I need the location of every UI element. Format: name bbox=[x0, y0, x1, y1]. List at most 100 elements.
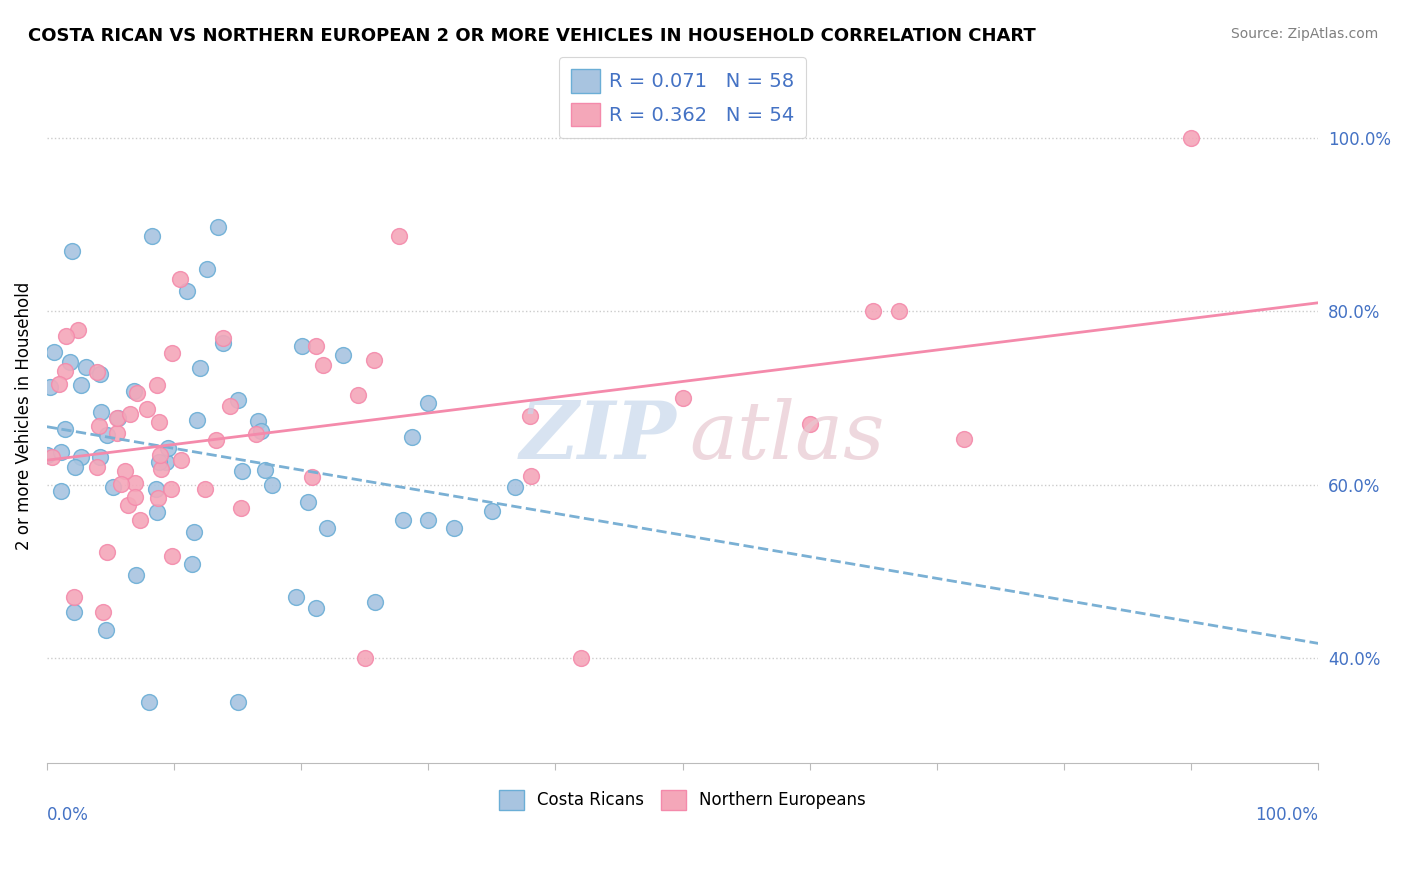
Point bbox=[364, 595, 387, 609]
Point bbox=[63, 460, 86, 475]
Point bbox=[49, 484, 72, 499]
Point bbox=[180, 558, 202, 572]
Point bbox=[887, 304, 910, 318]
Point bbox=[53, 364, 76, 378]
Point bbox=[401, 430, 423, 444]
Point bbox=[160, 482, 183, 496]
Point bbox=[101, 480, 124, 494]
Point bbox=[503, 480, 526, 494]
Point bbox=[246, 414, 269, 428]
Point bbox=[141, 229, 163, 244]
Y-axis label: 2 or more Vehicles in Household: 2 or more Vehicles in Household bbox=[15, 281, 32, 549]
Point bbox=[291, 339, 314, 353]
Point bbox=[231, 464, 253, 478]
Point bbox=[48, 377, 70, 392]
Point bbox=[146, 378, 169, 392]
Point bbox=[55, 329, 77, 343]
Text: 100.0%: 100.0% bbox=[1256, 806, 1319, 824]
Point bbox=[127, 385, 149, 400]
Point bbox=[148, 455, 170, 469]
Point bbox=[226, 392, 249, 407]
Point bbox=[105, 411, 128, 425]
Point bbox=[305, 601, 328, 615]
Point bbox=[149, 462, 172, 476]
Point bbox=[51, 445, 73, 459]
Point bbox=[226, 695, 249, 709]
Point bbox=[353, 651, 375, 665]
Point bbox=[418, 513, 440, 527]
Text: COSTA RICAN VS NORTHERN EUROPEAN 2 OR MORE VEHICLES IN HOUSEHOLD CORRELATION CHA: COSTA RICAN VS NORTHERN EUROPEAN 2 OR MO… bbox=[28, 27, 1036, 45]
Point bbox=[124, 475, 146, 490]
Point bbox=[305, 339, 328, 353]
Point bbox=[799, 417, 821, 432]
Point bbox=[75, 360, 97, 375]
Point bbox=[388, 229, 411, 244]
Point bbox=[481, 504, 503, 518]
Point bbox=[90, 405, 112, 419]
Point bbox=[59, 355, 82, 369]
Point bbox=[148, 415, 170, 429]
Point bbox=[63, 605, 86, 619]
Point bbox=[205, 433, 228, 447]
Point bbox=[332, 348, 354, 362]
Point bbox=[125, 567, 148, 582]
Point bbox=[176, 284, 198, 298]
Point bbox=[69, 378, 91, 392]
Point bbox=[110, 476, 132, 491]
Point bbox=[312, 358, 335, 372]
Point bbox=[443, 521, 465, 535]
Text: atlas: atlas bbox=[689, 398, 884, 475]
Point bbox=[416, 396, 439, 410]
Text: 0.0%: 0.0% bbox=[46, 806, 89, 824]
Point bbox=[212, 331, 235, 345]
Point bbox=[229, 500, 252, 515]
Point bbox=[94, 623, 117, 637]
Point bbox=[96, 545, 118, 559]
Point bbox=[520, 469, 543, 483]
Point bbox=[86, 365, 108, 379]
Point bbox=[149, 448, 172, 462]
Point bbox=[89, 368, 111, 382]
Point bbox=[188, 361, 211, 376]
Point bbox=[63, 590, 86, 604]
Point bbox=[136, 401, 159, 416]
Point bbox=[285, 591, 308, 605]
Point bbox=[1180, 131, 1202, 145]
Point bbox=[301, 470, 323, 484]
Point bbox=[169, 272, 191, 286]
Point bbox=[89, 450, 111, 464]
Point bbox=[39, 380, 62, 394]
Point bbox=[297, 494, 319, 508]
Point bbox=[160, 549, 183, 563]
Point bbox=[363, 353, 385, 368]
Point bbox=[315, 521, 337, 535]
Point bbox=[41, 450, 63, 464]
Point bbox=[170, 453, 193, 467]
Point bbox=[67, 323, 90, 337]
Point bbox=[260, 477, 283, 491]
Point bbox=[117, 498, 139, 512]
Point bbox=[186, 413, 208, 427]
Point bbox=[105, 426, 128, 441]
Point bbox=[156, 441, 179, 455]
Point bbox=[195, 262, 218, 277]
Point bbox=[155, 454, 177, 468]
Text: ZIP: ZIP bbox=[519, 398, 676, 475]
Point bbox=[671, 391, 693, 405]
Point bbox=[245, 426, 267, 441]
Legend: Costa Ricans, Northern Europeans: Costa Ricans, Northern Europeans bbox=[492, 783, 873, 817]
Point bbox=[128, 513, 150, 527]
Point bbox=[122, 384, 145, 398]
Point bbox=[219, 400, 242, 414]
Point bbox=[91, 605, 114, 619]
Point bbox=[60, 244, 83, 258]
Point bbox=[69, 450, 91, 464]
Point bbox=[138, 695, 160, 709]
Point bbox=[37, 449, 59, 463]
Point bbox=[160, 346, 183, 360]
Point bbox=[145, 505, 167, 519]
Point bbox=[194, 483, 217, 497]
Point bbox=[87, 418, 110, 433]
Point bbox=[183, 524, 205, 539]
Point bbox=[207, 219, 229, 234]
